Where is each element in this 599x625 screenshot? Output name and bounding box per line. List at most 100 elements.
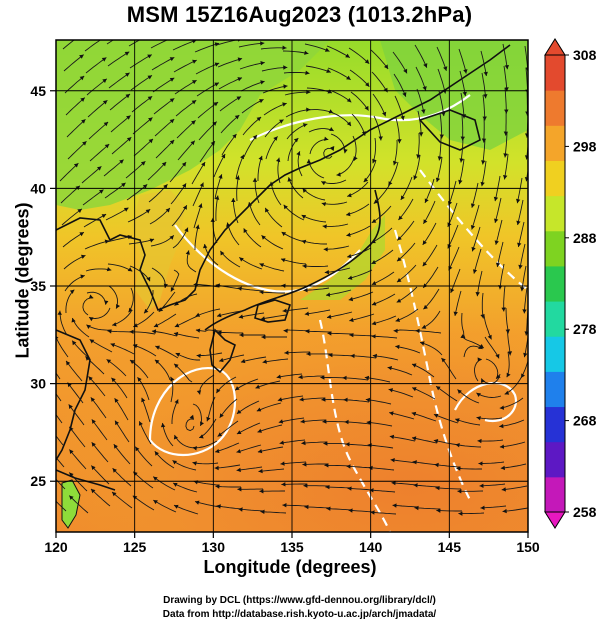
streamline bbox=[126, 184, 148, 201]
streamline-arrowhead bbox=[458, 511, 463, 516]
streamline-arrowhead bbox=[172, 460, 177, 465]
streamline bbox=[199, 140, 216, 163]
streamline bbox=[457, 389, 480, 404]
streamline-arrowhead bbox=[302, 264, 307, 269]
streamline bbox=[304, 43, 330, 52]
streamline bbox=[504, 131, 508, 158]
streamline bbox=[88, 121, 109, 140]
streamline-arrowhead bbox=[141, 397, 146, 403]
streamline-arrowhead bbox=[421, 324, 427, 329]
streamline-arrowhead bbox=[261, 235, 266, 240]
x-tick-label: 150 bbox=[516, 539, 540, 555]
streamline bbox=[523, 334, 528, 358]
streamline bbox=[220, 114, 240, 134]
streamline bbox=[299, 397, 326, 401]
streamline bbox=[398, 198, 414, 221]
streamline bbox=[261, 234, 284, 250]
streamline-arrowhead bbox=[321, 397, 326, 402]
streamline-arrowhead bbox=[195, 224, 200, 230]
streamline bbox=[177, 140, 196, 161]
x-tick-label: 125 bbox=[123, 539, 147, 555]
streamline bbox=[347, 487, 374, 491]
streamline-arrowhead bbox=[517, 242, 522, 247]
streamline-arrowhead bbox=[173, 483, 178, 487]
streamline-arrowhead bbox=[173, 435, 178, 440]
streamline bbox=[517, 199, 524, 226]
streamline-arrowhead bbox=[327, 314, 332, 319]
streamline-arrowhead bbox=[110, 343, 116, 348]
streamline bbox=[393, 73, 407, 97]
streamline-arrowhead bbox=[350, 353, 355, 359]
streamline bbox=[411, 363, 435, 378]
streamline bbox=[371, 205, 392, 224]
streamline-arrowhead bbox=[457, 389, 462, 394]
streamline bbox=[154, 118, 175, 137]
x-tick-label: 140 bbox=[359, 539, 383, 555]
streamline bbox=[219, 398, 238, 418]
streamline-arrowhead bbox=[419, 132, 424, 137]
streamline bbox=[280, 461, 307, 465]
streamline bbox=[326, 45, 351, 58]
streamline-arrowhead bbox=[77, 208, 82, 213]
streamline-arrowhead bbox=[388, 388, 393, 393]
streamline bbox=[371, 271, 395, 286]
streamline bbox=[104, 182, 126, 199]
streamline bbox=[371, 249, 394, 265]
streamline-arrowhead bbox=[349, 332, 354, 338]
streamline bbox=[392, 51, 408, 74]
streamline bbox=[241, 98, 264, 114]
streamline bbox=[325, 289, 352, 296]
streamline bbox=[59, 310, 68, 336]
streamline-arrowhead bbox=[400, 115, 405, 121]
streamline-arrowhead bbox=[71, 318, 76, 323]
streamline bbox=[525, 167, 528, 182]
streamline bbox=[173, 504, 199, 515]
streamline-arrowhead bbox=[392, 503, 397, 508]
streamline bbox=[424, 178, 435, 204]
coastline bbox=[209, 328, 236, 374]
streamline bbox=[238, 508, 265, 512]
colorbar-segment bbox=[545, 90, 565, 126]
streamline bbox=[459, 70, 466, 97]
streamline-arrowhead bbox=[457, 489, 462, 494]
streamline-arrowhead bbox=[138, 421, 143, 426]
colorbar: 308 298 288 278 268 258 bbox=[544, 38, 597, 529]
streamline bbox=[499, 397, 524, 409]
streamline bbox=[65, 97, 86, 116]
streamline bbox=[258, 468, 285, 472]
x-tick-label: 135 bbox=[280, 539, 304, 555]
streamline bbox=[301, 441, 328, 444]
streamline bbox=[150, 235, 175, 247]
streamline-arrowhead bbox=[326, 68, 331, 73]
streamline-arrowhead bbox=[391, 480, 396, 486]
y-axis-label: Latitude (degrees) bbox=[12, 202, 33, 359]
streamline bbox=[438, 135, 442, 161]
streamline bbox=[151, 330, 178, 337]
streamline bbox=[434, 464, 461, 468]
streamline bbox=[413, 154, 421, 180]
coastline bbox=[204, 189, 381, 331]
streamline-arrowhead bbox=[353, 156, 358, 161]
streamline-arrowhead bbox=[236, 409, 242, 414]
streamline-arrowhead bbox=[442, 89, 447, 94]
streamline bbox=[175, 99, 197, 117]
streamline-arrowhead bbox=[196, 390, 202, 395]
streamline bbox=[264, 119, 284, 138]
streamline bbox=[83, 213, 107, 228]
streamline-arrowhead bbox=[305, 70, 310, 75]
streamline-arrowhead bbox=[173, 331, 179, 337]
streamline-arrowhead bbox=[273, 136, 278, 141]
streamline bbox=[155, 345, 179, 359]
streamline bbox=[220, 250, 241, 268]
streamline bbox=[169, 161, 187, 183]
streamline-arrowhead bbox=[203, 244, 208, 249]
streamline bbox=[483, 314, 492, 340]
streamline-arrowhead bbox=[73, 163, 79, 168]
streamline-arrowhead bbox=[412, 363, 417, 368]
colorbar-segment bbox=[545, 230, 565, 267]
streamline bbox=[199, 374, 215, 395]
streamline-arrowhead bbox=[306, 351, 311, 357]
streamline bbox=[127, 208, 151, 223]
streamline-arrowhead bbox=[524, 177, 528, 182]
streamline-arrowhead bbox=[240, 358, 246, 364]
